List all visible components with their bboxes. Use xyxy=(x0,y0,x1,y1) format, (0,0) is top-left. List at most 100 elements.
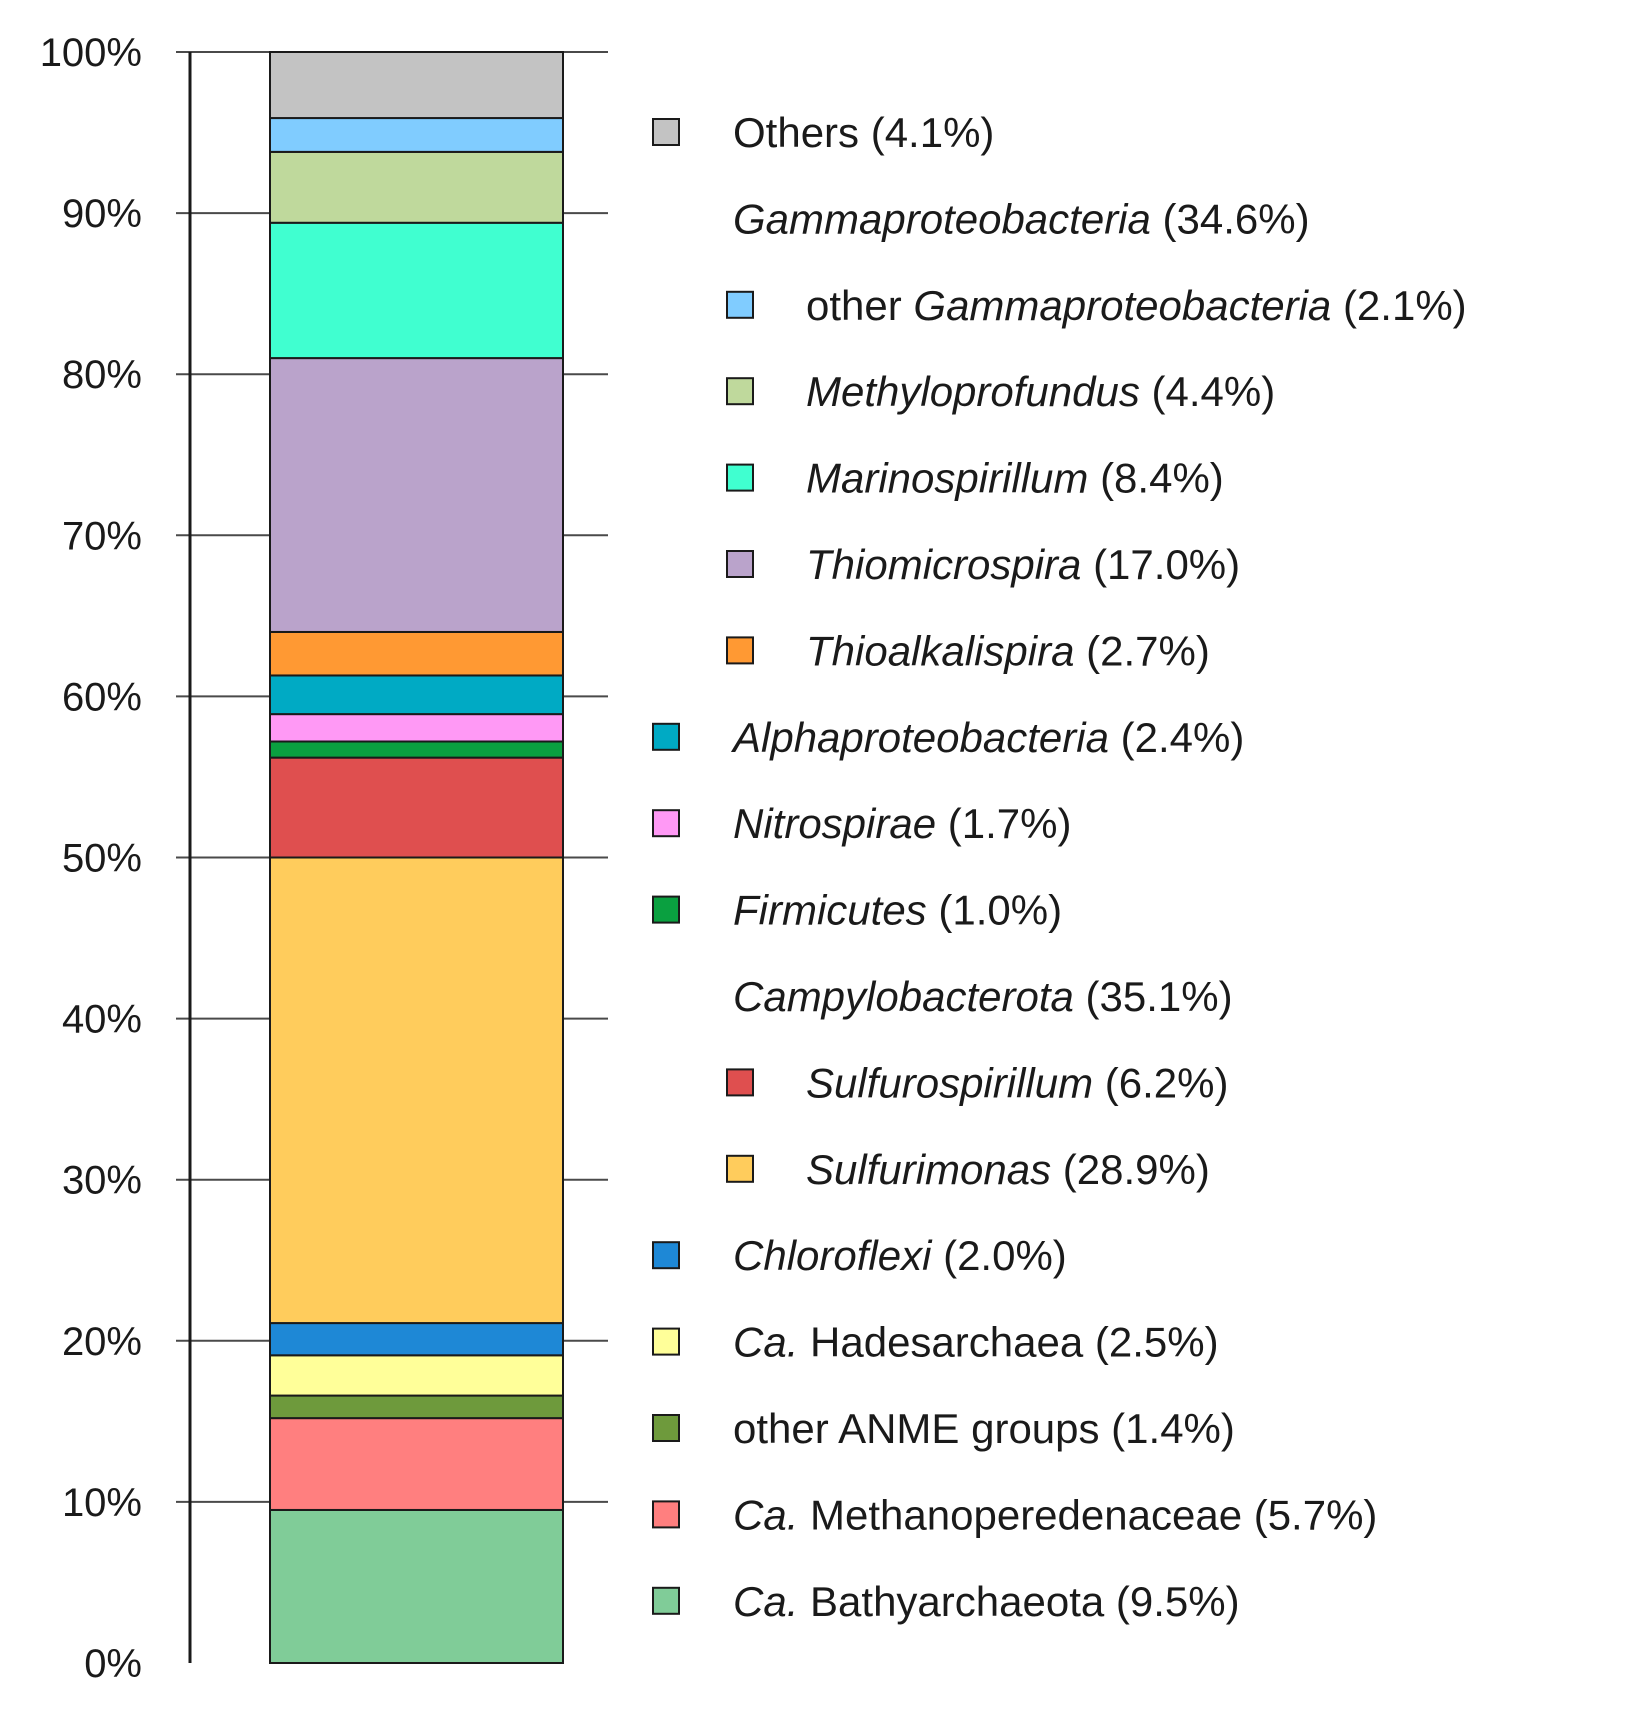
legend-label-part: Methanoperedenaceae (5.7%) xyxy=(798,1491,1377,1538)
bar-segment-chloroflexi xyxy=(269,1322,564,1357)
legend-swatch xyxy=(726,636,754,665)
legend-label: Nitrospirae (1.7%) xyxy=(733,800,1071,847)
legend-label: Campylobacterota (35.1%) xyxy=(733,973,1233,1020)
legend-label: Chloroflexi (2.0%) xyxy=(733,1232,1067,1279)
bar-segments xyxy=(269,51,564,1664)
bar-segment-ca-methanoperedenaceae xyxy=(269,1417,564,1511)
legend-label-part: Gammaproteobacteria xyxy=(913,282,1331,329)
legend-label-part: (34.6%) xyxy=(1151,195,1310,242)
legend-label-part: Firmicutes xyxy=(733,887,927,934)
legend-label: Marinospirillum (8.4%) xyxy=(806,455,1224,502)
y-tick-label: 40% xyxy=(62,998,142,1042)
legend-label-part: Ca. xyxy=(733,1578,798,1625)
y-tick-label: 0% xyxy=(84,1642,142,1686)
legend-label: Thiomicrospira (17.0%) xyxy=(806,541,1240,588)
bar-segment-thioalkalispira xyxy=(269,630,564,677)
legend-label-part: (1.0%) xyxy=(927,887,1062,934)
legend-swatch xyxy=(652,1414,680,1442)
y-tick-label: 10% xyxy=(62,1481,142,1525)
legend-label: Gammaproteobacteria (34.6%) xyxy=(733,195,1310,242)
legend-label: Alphaproteobacteria (2.4%) xyxy=(730,714,1244,761)
bar-segment-sulfurospirillum xyxy=(269,756,564,859)
bar-segment-nitrospirae xyxy=(269,713,564,743)
legend-label: other Gammaproteobacteria (2.1%) xyxy=(806,282,1467,329)
y-tick-label: 30% xyxy=(62,1159,142,1203)
legend-label-part: Methyloprofundus xyxy=(806,368,1140,415)
y-tick-label: 90% xyxy=(62,192,142,236)
legend-label-part: (8.4%) xyxy=(1088,455,1223,502)
legend-swatch xyxy=(652,1241,680,1270)
legend-label-part: Hadesarchaea (2.5%) xyxy=(798,1319,1218,1366)
legend-label-part: (1.7%) xyxy=(936,800,1071,847)
legend: Others (4.1%) Gammaproteobacteria (34.6%)… xyxy=(652,109,1467,1625)
legend-swatch xyxy=(726,1068,754,1097)
legend-label-part: Marinospirillum xyxy=(806,455,1088,502)
legend-swatch xyxy=(652,895,680,924)
legend-label: Ca. Methanoperedenaceae (5.7%) xyxy=(733,1491,1377,1538)
legend-label-part: Gammaproteobacteria xyxy=(733,195,1151,242)
legend-swatch xyxy=(652,118,680,146)
bar-segment-thiomicrospira xyxy=(269,357,564,633)
legend-label: Methyloprofundus (4.4%) xyxy=(806,368,1275,415)
y-tick-label: 20% xyxy=(62,1320,142,1364)
legend-swatch xyxy=(652,1500,680,1529)
legend-swatch xyxy=(726,550,754,578)
legend-label-part: other ANME groups (1.4%) xyxy=(733,1405,1235,1452)
bar-segment-other-anme-groups xyxy=(269,1394,564,1420)
legend-label-part: (35.1%) xyxy=(1074,973,1233,1020)
bar-segment-other-gammaproteobacteria xyxy=(269,117,564,153)
bar-segment-firmicutes xyxy=(269,740,564,759)
legend-label-part: (2.7%) xyxy=(1074,627,1209,674)
legend-swatch xyxy=(726,463,754,492)
legend-label-part: Thioalkalispira xyxy=(806,627,1074,674)
legend-label-part: (4.1%) xyxy=(859,109,994,156)
legend-label: Sulfurimonas (28.9%) xyxy=(806,1146,1210,1193)
legend-swatch xyxy=(652,722,680,751)
legend-label: Ca. Bathyarchaeota (9.5%) xyxy=(733,1578,1240,1625)
legend-label-part: Sulfurimonas xyxy=(806,1146,1051,1193)
bar-segment-ca-hadesarchaea xyxy=(269,1354,564,1397)
bar-segment-sulfurimonas xyxy=(269,856,564,1325)
legend-label-part: (2.1%) xyxy=(1331,282,1466,329)
legend-label-part: Campylobacterota xyxy=(733,973,1074,1020)
legend-label-part: Alphaproteobacteria xyxy=(730,714,1109,761)
bar-segment-others xyxy=(269,51,564,120)
y-tick-label: 50% xyxy=(62,837,142,881)
legend-label-part: (2.4%) xyxy=(1109,714,1244,761)
y-tick-label: 60% xyxy=(62,675,142,719)
legend-label: other ANME groups (1.4%) xyxy=(733,1405,1235,1452)
legend-swatch xyxy=(726,290,754,319)
y-tick-label: 70% xyxy=(62,514,142,558)
legend-label-part: (2.0%) xyxy=(931,1232,1066,1279)
legend-label-part: (6.2%) xyxy=(1093,1059,1228,1106)
legend-label: Others (4.1%) xyxy=(733,109,994,156)
bar-segment-methyloprofundus xyxy=(269,150,564,224)
bar-segment-marinospirillum xyxy=(269,221,564,360)
legend-label-part: (28.9%) xyxy=(1051,1146,1210,1193)
legend-label-part: (17.0%) xyxy=(1081,541,1240,588)
legend-label-part: Bathyarchaeota (9.5%) xyxy=(798,1578,1239,1625)
legend-swatch xyxy=(726,377,754,406)
bar-segment-alphaproteobacteria xyxy=(269,674,564,716)
legend-label: Thioalkalispira (2.7%) xyxy=(806,627,1210,674)
legend-label-part: Thiomicrospira xyxy=(806,541,1081,588)
legend-swatch xyxy=(652,1327,680,1356)
legend-swatch xyxy=(652,1586,680,1615)
y-axis-ticks: 0% 10% 20% 30% 40% 50% 60% 70% 80% 90% 100% xyxy=(40,31,142,1686)
y-tick-label: 100% xyxy=(40,31,142,75)
legend-label-part: (4.4%) xyxy=(1140,368,1275,415)
legend-label-part: Chloroflexi xyxy=(733,1232,933,1279)
legend-label: Firmicutes (1.0%) xyxy=(733,887,1062,934)
legend-label: Sulfurospirillum (6.2%) xyxy=(806,1059,1228,1106)
legend-label-part: Ca. xyxy=(733,1319,798,1366)
legend-label-part: Sulfurospirillum xyxy=(806,1059,1093,1106)
legend-label-part: other xyxy=(806,282,913,329)
legend-swatch xyxy=(652,809,680,838)
legend-swatch xyxy=(726,1154,754,1183)
y-tick-label: 80% xyxy=(62,353,142,397)
legend-label: Ca. Hadesarchaea (2.5%) xyxy=(733,1319,1219,1366)
legend-label-part: Nitrospirae xyxy=(733,800,936,847)
bar-segment-ca-bathyarchaeota xyxy=(269,1508,564,1664)
legend-label-part: Ca. xyxy=(733,1491,798,1538)
